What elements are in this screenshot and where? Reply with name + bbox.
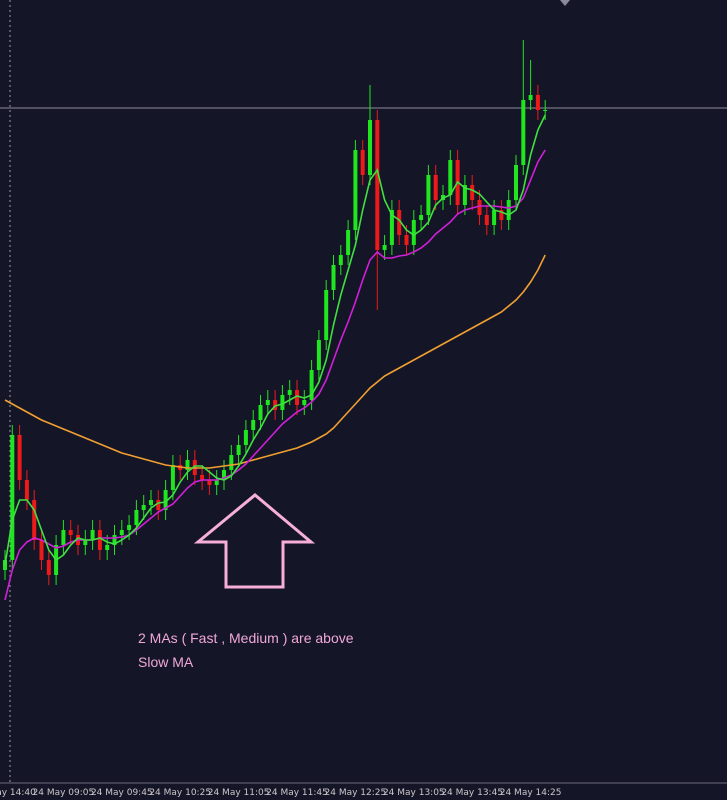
candle-body bbox=[265, 400, 270, 405]
candle-body bbox=[141, 505, 146, 510]
candle-body bbox=[360, 150, 365, 175]
candle-body bbox=[273, 400, 278, 410]
candle-body bbox=[280, 395, 285, 410]
candle-body bbox=[46, 560, 51, 575]
candle-body bbox=[258, 405, 263, 420]
candle-body bbox=[499, 210, 504, 220]
candle-body bbox=[426, 175, 431, 215]
candle-body bbox=[411, 220, 416, 245]
candle-body bbox=[375, 120, 380, 250]
x-tick-label: 24 May 13:05 bbox=[383, 788, 445, 798]
scroll-marker bbox=[560, 0, 570, 6]
candle-body bbox=[338, 255, 343, 265]
candle-body bbox=[163, 490, 168, 510]
candle-body bbox=[68, 530, 73, 535]
candle-body bbox=[236, 445, 241, 455]
candle-body bbox=[127, 525, 132, 530]
x-tick-label: 24 May 14:25 bbox=[500, 788, 562, 798]
candle-body bbox=[170, 465, 175, 490]
candle-body bbox=[448, 160, 453, 195]
candle-body bbox=[156, 500, 161, 510]
candle-body bbox=[105, 545, 110, 550]
candle-body bbox=[521, 100, 526, 165]
candle-body bbox=[134, 510, 139, 525]
candle-body bbox=[24, 480, 29, 500]
annotation: Slow MA bbox=[138, 654, 194, 670]
candle-body bbox=[83, 540, 88, 545]
candle-body bbox=[309, 370, 314, 400]
x-tick-label: 23 May 14:40 bbox=[0, 788, 36, 798]
candle-body bbox=[331, 265, 336, 290]
x-tick-label: 24 May 11:05 bbox=[208, 788, 270, 798]
candle-body bbox=[149, 500, 153, 505]
candle-body bbox=[243, 430, 248, 445]
moving-average bbox=[4, 254, 546, 469]
candle-body bbox=[506, 200, 511, 220]
candle-body bbox=[528, 95, 533, 100]
candle-body bbox=[32, 500, 37, 540]
x-tick-label: 24 May 12:25 bbox=[325, 788, 387, 798]
candle-body bbox=[287, 390, 292, 395]
x-tick-label: 24 May 13:45 bbox=[441, 788, 503, 798]
candle-body bbox=[543, 110, 548, 111]
candle-body bbox=[229, 455, 234, 470]
x-tick-label: 24 May 10:25 bbox=[149, 788, 211, 798]
x-tick-label: 24 May 11:45 bbox=[266, 788, 328, 798]
candle-body bbox=[295, 390, 299, 405]
candle-body bbox=[484, 215, 489, 225]
candle-body bbox=[214, 480, 219, 485]
candle-body bbox=[397, 210, 402, 235]
candle-body bbox=[90, 530, 95, 540]
x-tick-label: 24 May 09:45 bbox=[91, 788, 153, 798]
candle-body bbox=[346, 230, 351, 255]
candle-body bbox=[324, 290, 329, 340]
candle-body bbox=[185, 460, 190, 470]
candle-body bbox=[222, 470, 226, 480]
candle-body bbox=[97, 530, 102, 550]
x-tick-label: 24 May 09:05 bbox=[33, 788, 95, 798]
candle-body bbox=[17, 435, 22, 480]
candle-body bbox=[389, 210, 394, 245]
candle-body bbox=[10, 435, 15, 560]
moving-average bbox=[4, 114, 546, 566]
candle-body bbox=[119, 530, 124, 535]
candle-body bbox=[433, 175, 438, 200]
plot-area bbox=[0, 40, 727, 601]
candle-body bbox=[470, 185, 475, 200]
candle-body bbox=[514, 165, 518, 200]
candle-body bbox=[368, 120, 372, 175]
candle-body bbox=[492, 210, 497, 225]
candle-body bbox=[207, 480, 212, 485]
arrow bbox=[193, 493, 316, 589]
candle-body bbox=[316, 340, 321, 370]
candle-body bbox=[200, 475, 205, 480]
candle-body bbox=[382, 245, 387, 250]
candle-body bbox=[39, 540, 44, 560]
candle-body bbox=[535, 95, 540, 110]
candle-body bbox=[302, 400, 307, 405]
candle-body bbox=[462, 185, 467, 205]
candle-body bbox=[353, 150, 358, 230]
annotation: 2 MAs ( Fast , Medium ) are above bbox=[138, 630, 354, 646]
candle-body bbox=[419, 215, 424, 220]
candle-body bbox=[404, 235, 409, 245]
candle-body bbox=[112, 535, 117, 545]
candle-body bbox=[477, 200, 482, 215]
candle-body bbox=[61, 530, 66, 545]
candle-body bbox=[251, 420, 256, 430]
